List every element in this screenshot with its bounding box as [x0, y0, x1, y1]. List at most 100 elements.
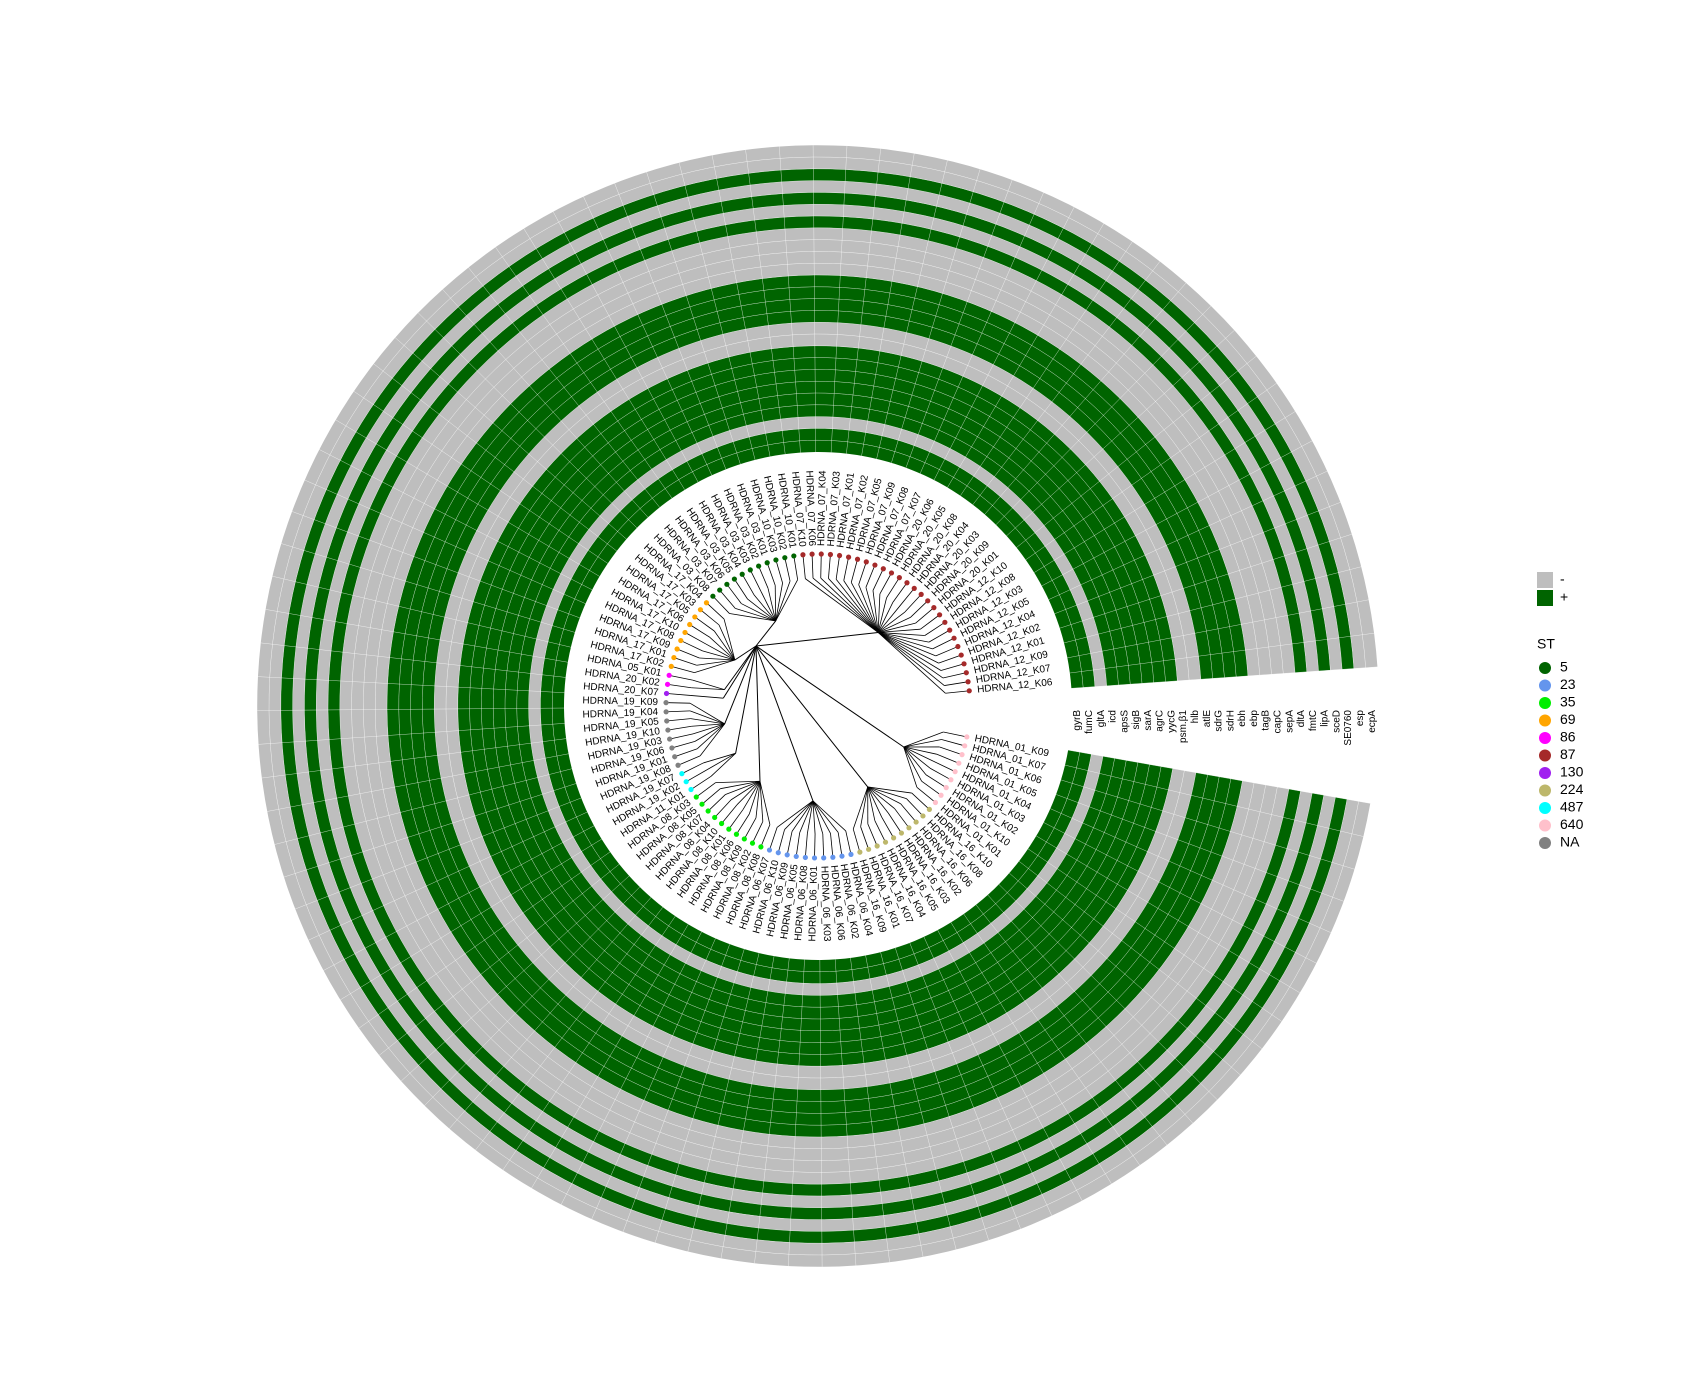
ring-divider	[304, 192, 1331, 1220]
tree-branch	[725, 780, 761, 795]
legend-dot	[1539, 679, 1551, 692]
tree-branch	[690, 695, 724, 699]
tree-branch	[755, 620, 777, 647]
ring-divider	[504, 392, 1131, 1020]
tree-branch	[812, 800, 831, 834]
tip-point	[682, 629, 688, 636]
ring-divider	[516, 404, 1119, 1008]
tree-branch	[759, 567, 769, 589]
tree-branch	[703, 752, 736, 764]
tree-branch	[872, 590, 879, 633]
legend-dot	[1539, 749, 1551, 762]
tip-point	[965, 679, 971, 685]
gene-label: sigB	[1131, 710, 1142, 730]
heatmap-ring	[457, 345, 1178, 1067]
gene-label: icd	[1108, 710, 1119, 723]
tree-branch	[668, 718, 691, 722]
gene-label: ecpA	[1367, 710, 1378, 733]
tree-branch	[935, 646, 957, 657]
tree-branch	[865, 566, 875, 588]
legend-label: 69	[1560, 711, 1576, 727]
tip-point	[947, 627, 953, 633]
legend-swatch	[1537, 590, 1553, 606]
tip-point	[692, 614, 698, 620]
tree-branch	[843, 558, 849, 581]
tip-point	[961, 661, 967, 667]
tree-branch	[867, 786, 883, 818]
tip-point	[703, 600, 710, 606]
ring-divider	[410, 298, 1225, 1114]
legend-label: -	[1560, 571, 1565, 587]
tree-branch	[691, 687, 725, 691]
ring-divider	[398, 286, 1237, 1126]
tip-point	[663, 690, 670, 697]
tree-branch	[850, 561, 858, 583]
tree-branch	[668, 693, 691, 696]
tree-branch	[858, 563, 867, 585]
tree-branch	[924, 623, 944, 636]
tip-point	[911, 585, 917, 591]
tree-branch	[776, 561, 783, 584]
gene-label: sdrG	[1214, 710, 1225, 732]
tree-branch	[802, 556, 806, 579]
tip-point	[932, 799, 939, 806]
legend-label: 35	[1560, 694, 1576, 710]
tree-branch	[929, 767, 950, 780]
tree-branch	[686, 633, 707, 645]
tree-branch	[689, 702, 725, 725]
tree-branch	[887, 812, 901, 832]
tree-branch	[775, 582, 783, 622]
tree-branch	[878, 632, 936, 657]
tip-label: HDRNA_19_K04	[582, 707, 658, 721]
tree-branch	[699, 657, 735, 661]
gene-label: agrC	[1155, 710, 1166, 732]
tree-branch	[735, 580, 748, 600]
tree-branch	[755, 645, 814, 802]
tree-branch	[689, 710, 725, 725]
tip-point	[854, 556, 861, 562]
tip-point	[718, 820, 725, 827]
tree-branch	[735, 607, 776, 622]
tree-branch	[867, 786, 912, 794]
gene-label: apsS	[1119, 710, 1130, 733]
tip-point	[964, 734, 970, 740]
tree-branch	[707, 603, 725, 620]
tip-point	[925, 598, 931, 604]
gene-label: ebp	[1249, 710, 1260, 727]
gene-label: hlb	[1190, 710, 1201, 724]
tree-branch	[867, 823, 877, 845]
tip-point	[839, 853, 845, 859]
tip-point	[963, 670, 969, 676]
tree-branch	[696, 617, 715, 632]
ring-divider	[528, 416, 1107, 996]
tip-point	[800, 552, 806, 558]
tree-branch	[877, 602, 894, 633]
tree-branch	[741, 603, 776, 622]
tree-branch	[787, 831, 793, 853]
tree-branch	[938, 655, 960, 664]
tree-branch	[678, 649, 700, 659]
tree-branch	[701, 610, 720, 626]
tip-point	[666, 672, 672, 678]
legend-label: 130	[1560, 764, 1584, 780]
tree-branch	[945, 690, 968, 694]
ring-divider	[492, 381, 1143, 1032]
tree-branch	[691, 723, 725, 727]
tip-point	[683, 779, 689, 785]
tip-point	[920, 813, 926, 819]
tree-branch	[928, 630, 949, 643]
tree-branch	[706, 752, 736, 771]
tree-branch	[812, 800, 824, 835]
gene-label: sceD	[1331, 710, 1342, 733]
tree-branch	[877, 632, 946, 694]
tip-point	[958, 652, 964, 658]
tree-branch	[722, 804, 738, 823]
tree-branch	[941, 739, 963, 746]
gene-label: ebh	[1237, 710, 1248, 727]
tip-point	[672, 754, 678, 760]
tree-branch	[943, 731, 965, 737]
tree-branch	[900, 803, 916, 821]
tree-branch	[775, 579, 798, 622]
tree-branch	[671, 733, 694, 740]
legend-label: NA	[1560, 834, 1580, 850]
